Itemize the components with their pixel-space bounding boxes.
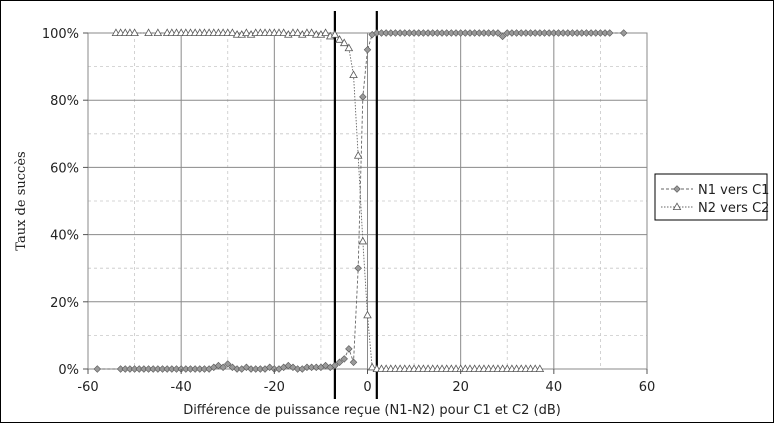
- x-tick-label: -60: [77, 380, 98, 395]
- data-point: [344, 43, 354, 52]
- x-tick-label: 0: [363, 380, 371, 395]
- data-point: [279, 28, 288, 36]
- axis-layer: 0% 20% 40% 60% 80% 100% -60 -40 -20 0 20 40 60: [42, 27, 655, 395]
- data-point: [358, 236, 368, 245]
- legend: N1 vers C1 N2 vers C2: [654, 173, 769, 221]
- y-tick-label: 20%: [50, 296, 79, 311]
- data-point: [265, 363, 274, 372]
- data-point: [153, 28, 163, 36]
- data-point: [363, 310, 372, 319]
- data-point: [535, 364, 545, 373]
- y-tick-label: 80%: [50, 94, 79, 109]
- data-point: [293, 28, 302, 36]
- series-1: [93, 29, 628, 373]
- legend-box: [654, 173, 768, 221]
- x-tick-label: -20: [264, 380, 285, 395]
- data-point: [331, 361, 339, 370]
- data-point: [228, 28, 237, 36]
- series-2: [111, 28, 545, 373]
- data-point: [144, 28, 153, 36]
- x-tick-label: 60: [639, 380, 656, 395]
- threshold-lines: [333, 11, 378, 399]
- x-tick-label: 20: [452, 380, 469, 395]
- x-tick-label: -40: [171, 380, 192, 395]
- data-point: [354, 264, 362, 272]
- data-point: [335, 35, 344, 43]
- data-point: [363, 46, 372, 54]
- data-point: [353, 151, 363, 159]
- data-point: [606, 29, 614, 37]
- y-tick-label: 0%: [58, 363, 79, 378]
- x-tick-label: 40: [546, 380, 563, 395]
- data-point: [284, 361, 293, 370]
- legend-label: N1 vers C1: [698, 183, 769, 198]
- data-point: [349, 70, 358, 78]
- y-tick-label: 40%: [50, 229, 79, 244]
- y-axis-title: Taux de succès: [14, 151, 29, 250]
- data-point: [224, 360, 232, 368]
- data-point: [321, 28, 330, 36]
- data-point: [619, 29, 628, 37]
- data-point: [494, 29, 502, 37]
- data-point: [335, 358, 344, 367]
- series-layer: [93, 28, 628, 373]
- y-tick-label: 60%: [50, 161, 79, 176]
- data-point: [349, 358, 358, 367]
- data-point: [367, 362, 377, 371]
- data-point: [498, 32, 507, 41]
- data-point: [307, 28, 316, 36]
- data-point: [359, 93, 367, 101]
- y-tick-label: 100%: [42, 27, 79, 42]
- data-point: [93, 365, 102, 373]
- legend-marker: [672, 202, 682, 211]
- data-point: [219, 363, 227, 372]
- data-point: [330, 30, 340, 38]
- x-axis-title: Différence de puissance reçue (N1-N2) po…: [183, 403, 561, 418]
- data-point: [340, 355, 348, 363]
- data-point: [339, 38, 349, 47]
- data-point: [345, 345, 353, 353]
- data-point: [130, 28, 139, 36]
- legend-label: N2 vers C2: [698, 201, 769, 216]
- data-point: [214, 361, 223, 370]
- legend-marker: [673, 185, 681, 193]
- data-point: [242, 28, 251, 36]
